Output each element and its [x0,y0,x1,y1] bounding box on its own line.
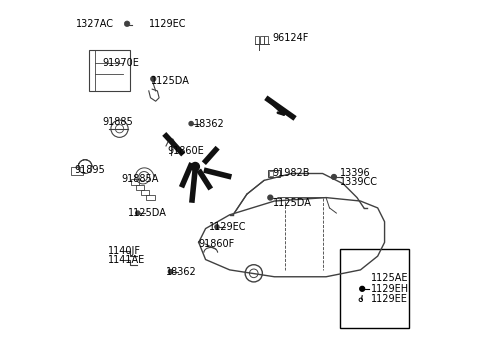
Text: 91860F: 91860F [199,239,235,249]
Circle shape [268,195,273,200]
Bar [340,249,408,328]
Text: 1125AE: 1125AE [371,273,408,283]
Bar [269,171,273,176]
Text: 91982B: 91982B [273,169,310,178]
Text: 1129EE: 1129EE [371,294,408,304]
Circle shape [124,21,130,26]
Text: 1141AE: 1141AE [108,255,145,264]
Bar [260,36,264,44]
Circle shape [151,76,156,81]
Text: 1125DA: 1125DA [151,76,190,86]
Text: 18362: 18362 [166,266,197,277]
Text: 91970E: 91970E [102,58,139,68]
Text: 1339CC: 1339CC [340,177,378,187]
Circle shape [191,162,199,171]
Text: 1140JF: 1140JF [108,246,141,256]
Text: 1129EC: 1129EC [209,222,247,232]
Bar [136,185,144,190]
Text: 13396: 13396 [340,169,371,178]
Bar [255,36,259,44]
Text: 1125DA: 1125DA [273,198,312,208]
Text: 91885A: 91885A [121,174,158,184]
Bar [141,190,149,195]
Circle shape [360,286,365,291]
Text: 96124F: 96124F [273,33,309,43]
Bar [72,167,84,175]
Bar [264,36,268,44]
Text: 1125DA: 1125DA [128,208,167,218]
Bar [146,195,155,200]
Circle shape [168,270,172,274]
Bar [267,170,279,177]
Text: 91895: 91895 [75,165,106,175]
Text: 91860E: 91860E [168,146,204,156]
Text: 1129EC: 1129EC [149,19,186,29]
Bar [131,179,139,185]
Text: 18362: 18362 [193,119,224,129]
Text: 1129EH: 1129EH [371,284,409,294]
Circle shape [136,211,140,215]
Circle shape [215,225,219,229]
Circle shape [332,175,336,179]
Text: 1327AC: 1327AC [76,19,114,29]
Circle shape [189,121,193,126]
Text: 91885: 91885 [102,117,133,127]
Bar [88,50,130,91]
